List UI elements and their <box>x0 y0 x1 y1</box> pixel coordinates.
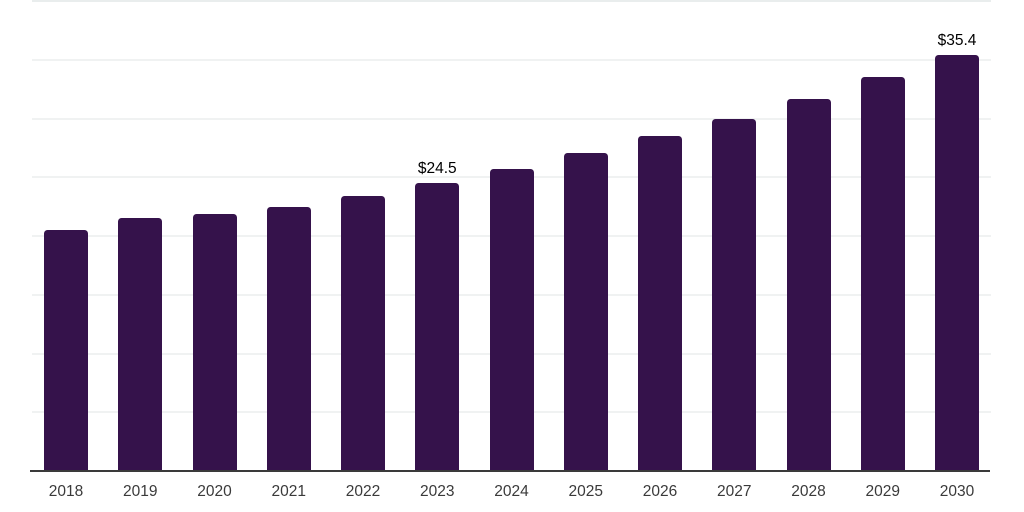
bar-2027 <box>712 118 757 471</box>
x-tick-label-2019: 2019 <box>123 483 158 500</box>
x-tick-label-2026: 2026 <box>642 483 678 500</box>
x-tick-label-2022: 2022 <box>345 483 381 500</box>
bar-2019 <box>118 218 163 471</box>
x-tick-label-2025: 2025 <box>568 483 603 500</box>
x-tick-label-2021: 2021 <box>271 483 306 500</box>
bar-2021 <box>266 206 311 471</box>
bar-2028 <box>786 98 831 471</box>
bar-2022 <box>341 196 385 471</box>
x-tick-label-2027: 2027 <box>717 483 752 500</box>
bar-2024 <box>489 169 534 471</box>
bar-2026 <box>638 136 682 471</box>
bar-2023 <box>415 183 460 471</box>
x-tick-label-2028: 2028 <box>791 483 826 500</box>
x-axis-line <box>30 470 990 472</box>
bar-2020 <box>192 213 237 471</box>
gridline-y-30 <box>32 117 991 120</box>
bar-2030 <box>935 55 979 471</box>
bar-2029 <box>860 77 905 471</box>
x-tick-label-2018: 2018 <box>48 483 84 500</box>
gridline-y-35 <box>32 58 991 61</box>
bar-2018 <box>44 230 88 471</box>
plot-top-border-line <box>32 0 991 2</box>
bar-value-label-2030: $35.4 <box>937 32 977 50</box>
x-tick-label-2030: 2030 <box>939 483 975 500</box>
x-tick-label-2024: 2024 <box>494 483 529 500</box>
bar-2025 <box>563 152 608 471</box>
bar-value-label-2023: $24.5 <box>417 160 457 178</box>
x-tick-label-2020: 2020 <box>197 483 232 500</box>
x-tick-label-2029: 2029 <box>865 483 900 500</box>
x-tick-label-2023: 2023 <box>420 483 455 500</box>
